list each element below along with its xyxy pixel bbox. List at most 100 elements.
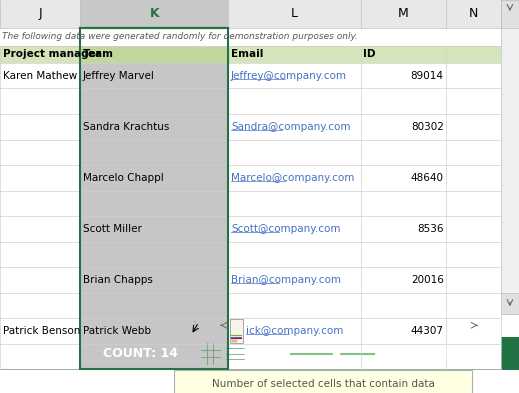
- FancyBboxPatch shape: [0, 46, 501, 63]
- Text: Team: Team: [83, 49, 114, 59]
- FancyBboxPatch shape: [361, 242, 446, 267]
- FancyBboxPatch shape: [80, 293, 228, 318]
- FancyBboxPatch shape: [501, 0, 519, 28]
- FancyBboxPatch shape: [228, 242, 361, 267]
- FancyBboxPatch shape: [446, 140, 501, 165]
- FancyBboxPatch shape: [80, 46, 228, 63]
- FancyBboxPatch shape: [446, 63, 501, 88]
- Text: COUNT: 14: COUNT: 14: [103, 347, 177, 360]
- FancyBboxPatch shape: [228, 114, 361, 140]
- Text: The following data were generated randomly for demonstration purposes only.: The following data were generated random…: [2, 32, 358, 41]
- FancyBboxPatch shape: [228, 293, 361, 318]
- FancyBboxPatch shape: [201, 343, 220, 364]
- FancyBboxPatch shape: [0, 293, 80, 318]
- Text: 89014: 89014: [411, 71, 444, 81]
- Text: Patrick Benson: Patrick Benson: [3, 326, 80, 336]
- Text: Jeffrey Marvel: Jeffrey Marvel: [83, 71, 155, 81]
- FancyBboxPatch shape: [228, 88, 361, 114]
- FancyBboxPatch shape: [80, 242, 228, 267]
- Text: M: M: [398, 7, 409, 20]
- FancyBboxPatch shape: [252, 345, 260, 362]
- FancyBboxPatch shape: [0, 343, 80, 369]
- FancyBboxPatch shape: [361, 293, 446, 318]
- FancyBboxPatch shape: [228, 216, 361, 242]
- Text: Jeffrey@company.com: Jeffrey@company.com: [231, 71, 347, 81]
- Text: ick@company.com: ick@company.com: [246, 326, 344, 336]
- FancyBboxPatch shape: [0, 216, 80, 242]
- FancyBboxPatch shape: [446, 267, 501, 293]
- FancyBboxPatch shape: [80, 191, 228, 216]
- FancyBboxPatch shape: [446, 88, 501, 114]
- FancyBboxPatch shape: [251, 343, 269, 364]
- Text: Patrick Webb: Patrick Webb: [83, 326, 151, 336]
- FancyBboxPatch shape: [361, 318, 446, 343]
- FancyBboxPatch shape: [80, 88, 228, 114]
- FancyBboxPatch shape: [361, 140, 446, 165]
- FancyBboxPatch shape: [80, 0, 228, 28]
- FancyBboxPatch shape: [228, 191, 361, 216]
- FancyBboxPatch shape: [80, 63, 228, 88]
- FancyBboxPatch shape: [361, 343, 446, 369]
- Text: ID: ID: [363, 49, 376, 59]
- Text: +: +: [381, 347, 392, 361]
- FancyBboxPatch shape: [446, 242, 501, 267]
- Text: ⋮: ⋮: [190, 320, 199, 330]
- Text: Sandra Krachtus: Sandra Krachtus: [83, 122, 169, 132]
- FancyBboxPatch shape: [501, 0, 519, 314]
- FancyBboxPatch shape: [0, 114, 80, 140]
- Text: Karen Mathew: Karen Mathew: [3, 71, 77, 81]
- FancyBboxPatch shape: [0, 165, 80, 191]
- FancyBboxPatch shape: [0, 337, 519, 370]
- Text: Email: Email: [231, 49, 263, 59]
- FancyBboxPatch shape: [501, 293, 519, 314]
- Text: K: K: [149, 7, 159, 20]
- FancyBboxPatch shape: [215, 316, 227, 335]
- FancyBboxPatch shape: [80, 343, 228, 369]
- FancyBboxPatch shape: [446, 343, 501, 369]
- FancyBboxPatch shape: [228, 267, 361, 293]
- FancyBboxPatch shape: [228, 63, 361, 88]
- FancyBboxPatch shape: [80, 318, 228, 343]
- Text: Project manager: Project manager: [3, 49, 101, 59]
- Text: Brian@company.com: Brian@company.com: [231, 275, 341, 285]
- FancyBboxPatch shape: [446, 114, 501, 140]
- FancyBboxPatch shape: [361, 63, 446, 88]
- FancyBboxPatch shape: [230, 319, 243, 343]
- Text: L: L: [291, 7, 298, 20]
- Text: 48640: 48640: [411, 173, 444, 183]
- FancyBboxPatch shape: [80, 140, 228, 165]
- FancyBboxPatch shape: [226, 343, 244, 364]
- FancyBboxPatch shape: [446, 191, 501, 216]
- Text: 100%: 100%: [423, 349, 454, 359]
- FancyBboxPatch shape: [228, 140, 361, 165]
- FancyBboxPatch shape: [0, 140, 80, 165]
- FancyBboxPatch shape: [80, 165, 228, 191]
- Text: J: J: [38, 7, 42, 20]
- FancyBboxPatch shape: [361, 88, 446, 114]
- FancyBboxPatch shape: [80, 114, 228, 140]
- Text: 20016: 20016: [411, 275, 444, 285]
- FancyBboxPatch shape: [361, 191, 446, 216]
- FancyBboxPatch shape: [0, 191, 80, 216]
- Text: Scott@company.com: Scott@company.com: [231, 224, 340, 234]
- Text: 80302: 80302: [411, 122, 444, 132]
- FancyBboxPatch shape: [361, 114, 446, 140]
- FancyBboxPatch shape: [0, 318, 80, 343]
- FancyBboxPatch shape: [0, 0, 501, 28]
- Text: Brian Chapps: Brian Chapps: [83, 275, 153, 285]
- FancyBboxPatch shape: [0, 242, 80, 267]
- FancyBboxPatch shape: [446, 293, 501, 318]
- FancyBboxPatch shape: [227, 316, 471, 335]
- FancyBboxPatch shape: [446, 165, 501, 191]
- FancyBboxPatch shape: [0, 63, 80, 88]
- Text: Number of selected cells that contain data: Number of selected cells that contain da…: [212, 379, 434, 389]
- FancyBboxPatch shape: [228, 165, 361, 191]
- Text: Scott Miller: Scott Miller: [83, 224, 142, 234]
- FancyBboxPatch shape: [174, 370, 472, 393]
- FancyBboxPatch shape: [228, 343, 361, 369]
- FancyBboxPatch shape: [0, 267, 80, 293]
- FancyBboxPatch shape: [471, 316, 482, 335]
- Text: –: –: [277, 347, 284, 361]
- Text: 44307: 44307: [411, 326, 444, 336]
- FancyBboxPatch shape: [361, 267, 446, 293]
